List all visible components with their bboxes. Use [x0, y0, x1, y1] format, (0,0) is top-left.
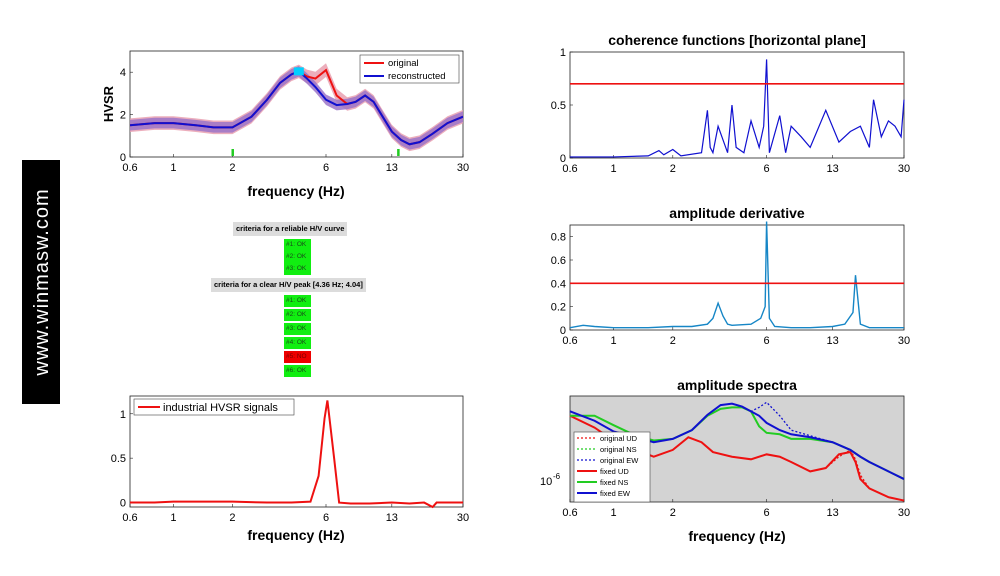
spectra-xtick-label: 30 — [898, 507, 910, 519]
derivative-chart: amplitude derivative 0.6 1 2 6 13 30 0 0.2 0.4 0… — [551, 205, 910, 347]
hvsr-xtick-label: 13 — [386, 162, 398, 174]
coherence-ytick-label: 0 — [560, 153, 566, 165]
hvsr-xtick-label: 0.6 — [122, 162, 137, 174]
industrial-xlabel: frequency (Hz) — [247, 527, 344, 543]
spectra-xtick-label: 0.6 — [562, 507, 577, 519]
watermark-text: www.winmasw.com — [31, 188, 53, 376]
derivative-axes — [569, 224, 905, 331]
coherence-title: coherence functions [horizontal plane] — [608, 32, 865, 48]
industrial-xtick-label: 0.6 — [122, 512, 137, 524]
derivative-xtick-label: 6 — [764, 335, 770, 347]
hvsr-green-tick — [231, 149, 234, 156]
industrial-ytick-label: 0.5 — [111, 453, 126, 465]
hvsr-ytick-label: 4 — [120, 67, 126, 79]
peak-criteria-title: criteria for a clear H/V peak [4.36 Hz; … — [211, 278, 366, 292]
industrial-legend: industrial HVSR signals — [133, 398, 295, 416]
industrial-ytick-label: 0 — [120, 498, 126, 510]
hvsr-xtick-label: 1 — [170, 162, 176, 174]
coherence-xtick-label: 2 — [670, 163, 676, 175]
spectra-ytick-base: 10 — [540, 476, 552, 488]
spectra-legend-label: fixed EW — [600, 489, 631, 498]
industrial-line — [130, 400, 463, 509]
coherence-ytick-label: 0.5 — [551, 100, 566, 112]
hvsr-xtick-label: 6 — [323, 162, 329, 174]
hvsr-xtick-label: 2 — [229, 162, 235, 174]
reliable-criterion-cell: #2: OK — [284, 251, 311, 263]
industrial-xtick-label: 2 — [229, 512, 235, 524]
derivative-ytick-label: 0.8 — [551, 232, 566, 244]
hvsr-reconstructed-line — [129, 70, 464, 146]
hvsr-ytick-label: 2 — [120, 110, 126, 122]
coherence-xtick-label: 0.6 — [562, 163, 577, 175]
hvsr-legend: original reconstructed — [359, 54, 460, 84]
spectra-legend: original UD original NS original EW fixed U… — [573, 431, 651, 503]
hvsr-ytick-label: 0 — [120, 152, 126, 164]
spectra-xtick-label: 6 — [764, 507, 770, 519]
reliable-criterion-cell: #1: OK — [284, 239, 311, 251]
coherence-xtick-label: 13 — [826, 163, 838, 175]
industrial-legend-label: industrial HVSR signals — [163, 402, 278, 414]
spectra-title: amplitude spectra — [677, 377, 797, 393]
coherence-xtick-label: 6 — [764, 163, 770, 175]
hvsr-xlabel: frequency (Hz) — [247, 183, 344, 199]
derivative-title: amplitude derivative — [669, 205, 805, 221]
derivative-ytick-label: 0 — [560, 325, 566, 337]
spectra-ytick: 10 -6 — [540, 472, 561, 488]
spectra-legend-label: fixed NS — [600, 478, 628, 487]
industrial-chart: frequency (Hz) 0.6 1 2 6 13 30 0 0.5 1 industri… — [111, 395, 469, 543]
peak-criterion-cell: #4: OK — [284, 337, 311, 349]
spectra-legend-label: fixed UD — [600, 467, 629, 476]
spectra-legend-label: original NS — [600, 445, 637, 454]
hvsr-green-tick — [397, 149, 400, 156]
hvsr-ylabel: HVSR — [101, 85, 116, 122]
industrial-xtick-label: 6 — [323, 512, 329, 524]
derivative-xtick-label: 2 — [670, 335, 676, 347]
hvsr-xtick-label: 30 — [457, 162, 469, 174]
derivative-xtick-label: 13 — [826, 335, 838, 347]
industrial-xtick-label: 1 — [170, 512, 176, 524]
spectra-ytick-exp: -6 — [553, 472, 561, 481]
spectra-xtick-label: 2 — [670, 507, 676, 519]
reliable-criteria-title: criteria for a reliable H/V curve — [233, 222, 348, 236]
coherence-xtick-label: 1 — [611, 163, 617, 175]
hvsr-chart: HVSR frequency (Hz) 0.6 1 2 6 13 30 0 2 4 origi… — [101, 50, 469, 199]
hvsr-reconstructed-band — [130, 66, 463, 150]
industrial-xtick-label: 30 — [457, 512, 469, 524]
hvsr-peak-marker — [293, 67, 304, 76]
hvsr-legend-original: original — [388, 58, 419, 69]
derivative-ytick-label: 0.4 — [551, 278, 566, 290]
derivative-ytick-label: 0.6 — [551, 255, 566, 267]
peak-criterion-cell: #2: OK — [284, 309, 311, 321]
hvsr-legend-reconstructed: reconstructed — [388, 71, 446, 82]
derivative-line — [569, 221, 904, 329]
peak-criterion-cell: #5: NO — [284, 351, 311, 363]
industrial-xtick-label: 13 — [386, 512, 398, 524]
derivative-xtick-label: 30 — [898, 335, 910, 347]
reliable-criterion-cell: #3: OK — [284, 263, 311, 275]
spectra-chart: amplitude spectra frequency (Hz) 0.6 1 2 6 1… — [540, 377, 910, 544]
coherence-line — [570, 59, 905, 158]
peak-criterion-cell: #1: OK — [284, 295, 311, 307]
derivative-xtick-label: 0.6 — [562, 335, 577, 347]
industrial-ytick-label: 1 — [120, 409, 126, 421]
coherence-ytick-label: 1 — [560, 47, 566, 59]
watermark: www.winmasw.com — [22, 160, 60, 404]
spectra-legend-label: original UD — [600, 434, 638, 443]
spectra-legend-label: original EW — [600, 456, 639, 465]
peak-criterion-cell: #6: OK — [284, 365, 311, 377]
spectra-xtick-label: 13 — [826, 507, 838, 519]
peak-criterion-cell: #3: OK — [284, 323, 311, 335]
derivative-xtick-label: 1 — [611, 335, 617, 347]
coherence-xtick-label: 30 — [898, 163, 910, 175]
coherence-chart: coherence functions [horizontal plane] 0… — [551, 32, 910, 175]
spectra-xtick-label: 1 — [611, 507, 617, 519]
spectra-xlabel: frequency (Hz) — [688, 528, 785, 544]
derivative-ytick-label: 0.2 — [551, 302, 566, 314]
coherence-axes — [569, 51, 905, 159]
